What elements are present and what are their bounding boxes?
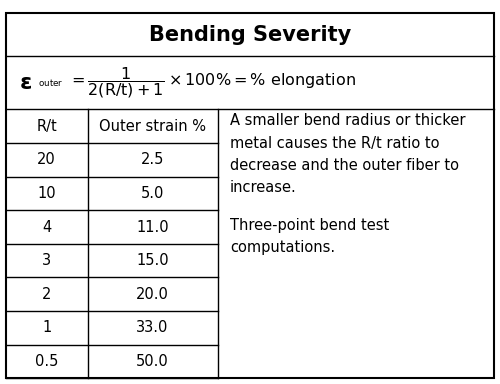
Text: $_{\mathrm{outer}}$: $_{\mathrm{outer}}$ bbox=[38, 76, 64, 89]
Text: 2: 2 bbox=[42, 287, 51, 302]
Text: 20.0: 20.0 bbox=[136, 287, 169, 302]
Text: 5.0: 5.0 bbox=[141, 186, 164, 201]
Text: 1: 1 bbox=[42, 320, 51, 335]
Text: 4: 4 bbox=[42, 220, 51, 235]
Text: 3: 3 bbox=[42, 253, 51, 268]
Text: 11.0: 11.0 bbox=[136, 220, 169, 235]
Text: 0.5: 0.5 bbox=[35, 354, 58, 369]
Text: 2.5: 2.5 bbox=[141, 152, 164, 167]
Text: Three-point bend test: Three-point bend test bbox=[230, 218, 389, 233]
Text: computations.: computations. bbox=[230, 240, 335, 255]
Text: 10: 10 bbox=[38, 186, 56, 201]
Text: metal causes the R/t ratio to: metal causes the R/t ratio to bbox=[230, 136, 440, 151]
Text: R/t: R/t bbox=[36, 119, 57, 134]
Text: $\boldsymbol{\varepsilon}$: $\boldsymbol{\varepsilon}$ bbox=[19, 73, 32, 93]
Text: decrease and the outer fiber to: decrease and the outer fiber to bbox=[230, 158, 459, 173]
Text: 15.0: 15.0 bbox=[136, 253, 169, 268]
Text: 20: 20 bbox=[38, 152, 56, 167]
Text: Bending Severity: Bending Severity bbox=[149, 25, 351, 45]
Text: A smaller bend radius or thicker: A smaller bend radius or thicker bbox=[230, 113, 466, 128]
Text: Outer strain %: Outer strain % bbox=[99, 119, 206, 134]
Text: 33.0: 33.0 bbox=[136, 320, 168, 335]
Text: $= \dfrac{1}{2(\mathrm{R/t}) + 1} \times 100\% = \%\ \mathrm{elongation}$: $= \dfrac{1}{2(\mathrm{R/t}) + 1} \times… bbox=[68, 65, 356, 100]
Text: increase.: increase. bbox=[230, 180, 297, 195]
Text: 50.0: 50.0 bbox=[136, 354, 169, 369]
